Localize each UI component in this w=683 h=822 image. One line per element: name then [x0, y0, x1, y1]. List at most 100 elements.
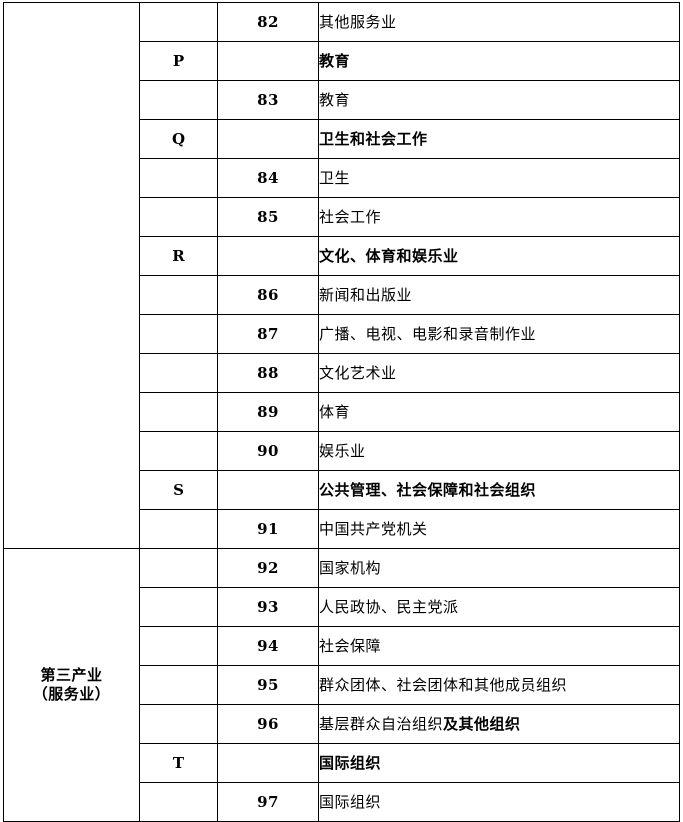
table-row: R 文化、体育和娱乐业: [3, 236, 680, 276]
industry-code-cell: 88: [217, 353, 319, 393]
industry-name-cell: 公共管理、社会保障和社会组织: [318, 470, 680, 510]
table-row: 第三产业 （服务业） 92 国家机构: [3, 548, 680, 822]
table-row: S 公共管理、社会保障和社会组织: [3, 470, 680, 510]
industry-name-cell: 教育: [318, 80, 680, 120]
category-letter-cell-empty: [139, 665, 218, 705]
table-row: 87 广播、电视、电影和录音制作业: [3, 314, 680, 354]
category-letter-cell: Q: [139, 119, 218, 159]
industry-code-cell: 87: [217, 314, 319, 354]
industry-cell-empty: [3, 119, 140, 159]
industry-name-cell: 新闻和出版业: [318, 275, 680, 315]
industry-cell-empty: [3, 509, 140, 549]
table-row: 85 社会工作: [3, 197, 680, 237]
table-row: 83 教育: [3, 80, 680, 120]
industry-cell-empty: [3, 41, 140, 81]
category-letter-cell-empty: [139, 548, 218, 588]
industry-code-cell: 96: [217, 704, 319, 744]
industry-name-cell: 基层群众自治组织及其他组织: [318, 704, 680, 744]
industry-name-cell: 国家机构: [318, 548, 680, 588]
industry-name-cell: 卫生: [318, 158, 680, 198]
industry-code-cell: 92: [217, 548, 319, 588]
industry-code-cell: 93: [217, 587, 319, 627]
table-row: 89 体育: [3, 392, 680, 432]
category-letter-cell: T: [139, 743, 218, 783]
industry-code-cell-empty: [217, 41, 319, 81]
industry-cell-empty: [3, 314, 140, 354]
industry-name-cell: 教育: [318, 41, 680, 81]
industry-cell-empty: [3, 431, 140, 471]
category-letter-cell-empty: [139, 197, 218, 237]
industry-name-cell: 娱乐业: [318, 431, 680, 471]
category-letter-cell-empty: [139, 704, 218, 744]
industry-code-cell: 83: [217, 80, 319, 120]
industry-name-cell: 文化艺术业: [318, 353, 680, 393]
industry-name-cell: 群众团体、社会团体和其他成员组织: [318, 665, 680, 705]
industry-name-cell: 体育: [318, 392, 680, 432]
industry-cell-empty: [3, 80, 140, 120]
industry-code-cell: 91: [217, 509, 319, 549]
industry-name-cell: 其他服务业: [318, 2, 680, 42]
industry-cell-empty: [3, 2, 140, 42]
industry-code-cell: 82: [217, 2, 319, 42]
industry-cell-empty: [3, 470, 140, 510]
industry-name-text: 基层群众自治组织: [319, 714, 444, 733]
industry-name-cell: 人民政协、民主党派: [318, 587, 680, 627]
category-letter-cell-empty: [139, 314, 218, 354]
category-letter-cell-empty: [139, 431, 218, 471]
category-letter-cell-empty: [139, 2, 218, 42]
table-row: 84 卫生: [3, 158, 680, 198]
category-letter-cell-empty: [139, 509, 218, 549]
category-letter-cell-empty: [139, 275, 218, 315]
category-letter-cell-empty: [139, 587, 218, 627]
table-body: 82 其他服务业 P 教育 83 教育 Q 卫生和社会工作 84 卫生 85 社会工作 R 文化、体育和娱…: [3, 2, 680, 822]
industry-group-label-line: 第三产业: [40, 666, 103, 685]
industry-cell-empty: [3, 158, 140, 198]
industry-cell-empty: [3, 392, 140, 432]
category-letter-cell: R: [139, 236, 218, 276]
category-letter-cell: P: [139, 41, 218, 81]
industry-code-cell-empty: [217, 470, 319, 510]
industry-name-cell: 社会工作: [318, 197, 680, 237]
industry-code-cell: 86: [217, 275, 319, 315]
industry-name-text-emphasis: 及其他组织: [443, 714, 521, 733]
table-row: Q 卫生和社会工作: [3, 119, 680, 159]
table-row: 91 中国共产党机关: [3, 509, 680, 549]
industry-code-cell-empty: [217, 743, 319, 783]
industry-classification-table: 82 其他服务业 P 教育 83 教育 Q 卫生和社会工作 84 卫生 85 社会工作 R 文化、体育和娱…: [3, 2, 680, 822]
industry-name-cell: 卫生和社会工作: [318, 119, 680, 159]
industry-code-cell: 89: [217, 392, 319, 432]
table-row: 88 文化艺术业: [3, 353, 680, 393]
industry-code-cell: 94: [217, 626, 319, 666]
industry-name-cell: 社会保障: [318, 626, 680, 666]
category-letter-cell-empty: [139, 80, 218, 120]
category-letter-cell: S: [139, 470, 218, 510]
table-row: 86 新闻和出版业: [3, 275, 680, 315]
industry-cell-empty: [3, 197, 140, 237]
industry-code-cell: 97: [217, 782, 319, 822]
table-row: 90 娱乐业: [3, 431, 680, 471]
document-page: 82 其他服务业 P 教育 83 教育 Q 卫生和社会工作 84 卫生 85 社会工作 R 文化、体育和娱…: [3, 2, 680, 822]
table-row: P 教育: [3, 41, 680, 81]
industry-name-cell: 国际组织: [318, 782, 680, 822]
industry-cell-empty: [3, 236, 140, 276]
industry-name-cell: 文化、体育和娱乐业: [318, 236, 680, 276]
industry-code-cell: 85: [217, 197, 319, 237]
industry-name-cell: 广播、电视、电影和录音制作业: [318, 314, 680, 354]
industry-code-cell-empty: [217, 236, 319, 276]
category-letter-cell-empty: [139, 626, 218, 666]
category-letter-cell-empty: [139, 392, 218, 432]
category-letter-cell-empty: [139, 353, 218, 393]
industry-code-cell: 84: [217, 158, 319, 198]
industry-cell-empty: [3, 275, 140, 315]
industry-code-cell: 95: [217, 665, 319, 705]
table-row: 82 其他服务业: [3, 2, 680, 42]
category-letter-cell-empty: [139, 158, 218, 198]
category-letter-cell-empty: [139, 782, 218, 822]
industry-cell-empty: [3, 353, 140, 393]
industry-group-label-line: （服务业）: [32, 685, 111, 703]
industry-name-cell: 中国共产党机关: [318, 509, 680, 549]
industry-code-cell: 90: [217, 431, 319, 471]
industry-name-cell: 国际组织: [318, 743, 680, 783]
industry-group-cell: 第三产业 （服务业）: [3, 548, 140, 822]
industry-code-cell-empty: [217, 119, 319, 159]
